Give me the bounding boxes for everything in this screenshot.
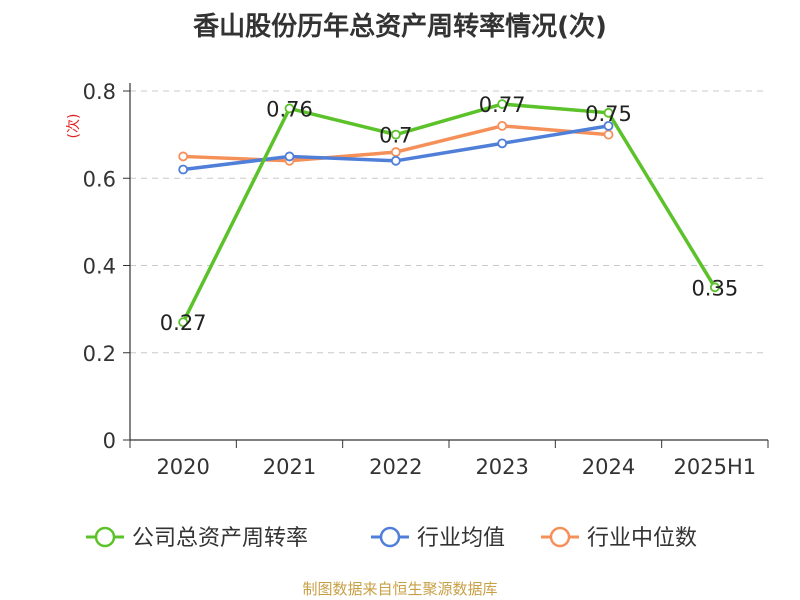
chart-title: 香山股份历年总资产周转率情况(次) bbox=[193, 12, 607, 42]
data-point bbox=[497, 121, 508, 131]
data-point bbox=[709, 282, 720, 293]
data-point bbox=[390, 155, 401, 166]
series-line-0 bbox=[181, 102, 717, 323]
x-tick-label: 2021 bbox=[263, 455, 316, 479]
data-labels: 0.27 0.76 0.7 0.77 0.75 0.35 bbox=[160, 93, 738, 335]
x-tick-label: 2025H1 bbox=[674, 455, 757, 479]
axes: 0 0.2 0.4 0.6 0.8(次) 2020 2021 2022 2023 2024 2025… bbox=[66, 80, 769, 479]
data-point bbox=[497, 99, 508, 109]
grid-lines bbox=[130, 90, 768, 354]
legend-swatch-marker bbox=[549, 526, 571, 548]
legend-swatch-marker bbox=[379, 526, 401, 548]
data-label: 0.35 bbox=[691, 276, 738, 300]
data-point bbox=[178, 317, 189, 328]
legend-item-2[interactable]: 行业中位数 bbox=[541, 526, 697, 551]
data-label: 0.7 bbox=[379, 124, 412, 148]
data-point bbox=[497, 138, 508, 149]
legend-item-1[interactable]: 行业均值 bbox=[371, 526, 505, 551]
data-point bbox=[178, 164, 189, 175]
data-point bbox=[284, 151, 295, 162]
x-tick-label: 2023 bbox=[475, 455, 528, 479]
data-label: 0.75 bbox=[585, 102, 632, 126]
legend[interactable]: 公司总资产周转率 行业均值 行业中位数 bbox=[86, 526, 697, 551]
data-label: 0.27 bbox=[160, 311, 207, 335]
y-tick-label: 0.6 bbox=[83, 167, 116, 191]
data-point bbox=[603, 121, 614, 131]
y-tick-label: 0.2 bbox=[83, 342, 116, 366]
data-label: 0.77 bbox=[479, 93, 526, 117]
data-label: 0.76 bbox=[266, 97, 313, 121]
source-note: 制图数据来自恒生聚源数据库 bbox=[302, 580, 498, 598]
y-tick-label: 0.8 bbox=[83, 80, 116, 104]
x-tick-label: 2022 bbox=[369, 455, 422, 479]
data-point bbox=[603, 129, 614, 140]
legend-label: 行业中位数 bbox=[587, 526, 697, 551]
y-tick-label: 0 bbox=[103, 429, 116, 453]
legend-swatch-marker bbox=[94, 526, 116, 548]
legend-label: 行业均值 bbox=[417, 526, 505, 551]
x-tick-label: 2024 bbox=[582, 455, 635, 479]
legend-label: 公司总资产周转率 bbox=[132, 526, 308, 551]
y-axis-label: (次) bbox=[66, 114, 82, 139]
data-point bbox=[603, 107, 614, 118]
legend-item-0[interactable]: 公司总资产周转率 bbox=[86, 526, 308, 551]
series bbox=[178, 99, 720, 328]
x-tick-label: 2020 bbox=[156, 455, 209, 479]
data-point bbox=[178, 151, 189, 162]
data-point bbox=[284, 103, 295, 114]
data-point bbox=[390, 129, 401, 140]
data-point bbox=[390, 147, 401, 157]
y-tick-label: 0.4 bbox=[83, 255, 116, 279]
